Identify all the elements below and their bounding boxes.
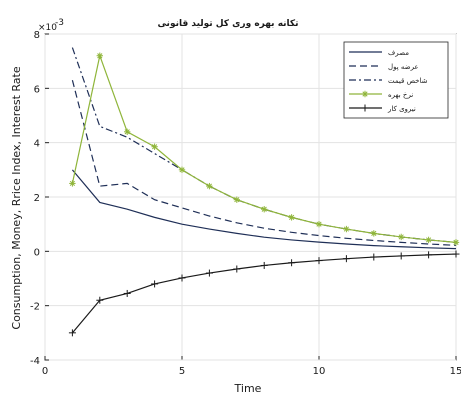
y-tick-label: 6: [34, 84, 40, 95]
x-tick-label: 0: [42, 366, 48, 377]
series-layer: [68, 47, 460, 337]
y-tick-label: 2: [34, 193, 40, 204]
series-line: [71, 80, 457, 246]
star-marker: [97, 53, 103, 59]
legend: مصرف عرضه پول شاخص قیمت نرخ بهره نیروی کار: [343, 41, 449, 119]
star-marker: [362, 91, 368, 97]
series-5: [68, 250, 460, 337]
y-tick-label: -4: [30, 356, 40, 367]
series-1: [71, 169, 457, 250]
y-exponent-base: ×10: [38, 23, 57, 33]
star-marker: [316, 221, 322, 227]
y-tick-label: 8: [34, 30, 40, 41]
legend-label: مصرف: [388, 49, 409, 57]
series-3: [71, 47, 457, 243]
legend-box: [343, 41, 449, 119]
y-exponent-power: -3: [55, 18, 64, 28]
legend-label: نیروی کار: [387, 105, 416, 113]
star-marker: [289, 214, 295, 220]
legend-label: نرخ بهره: [388, 91, 413, 99]
x-tick-label: 5: [179, 366, 185, 377]
star-marker: [179, 167, 185, 173]
star-marker: [426, 237, 432, 243]
x-axis-label: Time: [234, 382, 262, 395]
tick-labels: 0 5 10 15 -4 -2 0 2 4 6 8: [30, 30, 461, 377]
chart-title: تکانه بهره وری کل تولید قانونی: [157, 19, 298, 29]
series-line: [71, 169, 457, 250]
star-marker: [453, 239, 459, 245]
x-tick-label: 10: [313, 366, 326, 377]
x-tick-label: 15: [450, 366, 461, 377]
series-2: [71, 80, 457, 246]
star-marker: [234, 197, 240, 203]
star-marker: [343, 226, 349, 232]
y-tick-label: 0: [34, 247, 40, 258]
series-4: [69, 52, 460, 246]
star-marker: [124, 129, 130, 135]
star-marker: [398, 234, 404, 240]
series-line: [71, 47, 457, 243]
star-marker: [206, 183, 212, 189]
star-marker: [69, 180, 75, 187]
y-tick-label: 4: [34, 139, 40, 150]
star-marker: [152, 144, 158, 150]
legend-label: عرضه پول: [388, 63, 419, 71]
y-axis-label: Consumption, Money, Rrice Index, Interes…: [10, 66, 23, 329]
legend-label: شاخص قیمت: [388, 77, 428, 85]
y-tick-label: -2: [30, 302, 40, 313]
star-marker: [261, 206, 267, 212]
star-marker: [371, 230, 377, 236]
